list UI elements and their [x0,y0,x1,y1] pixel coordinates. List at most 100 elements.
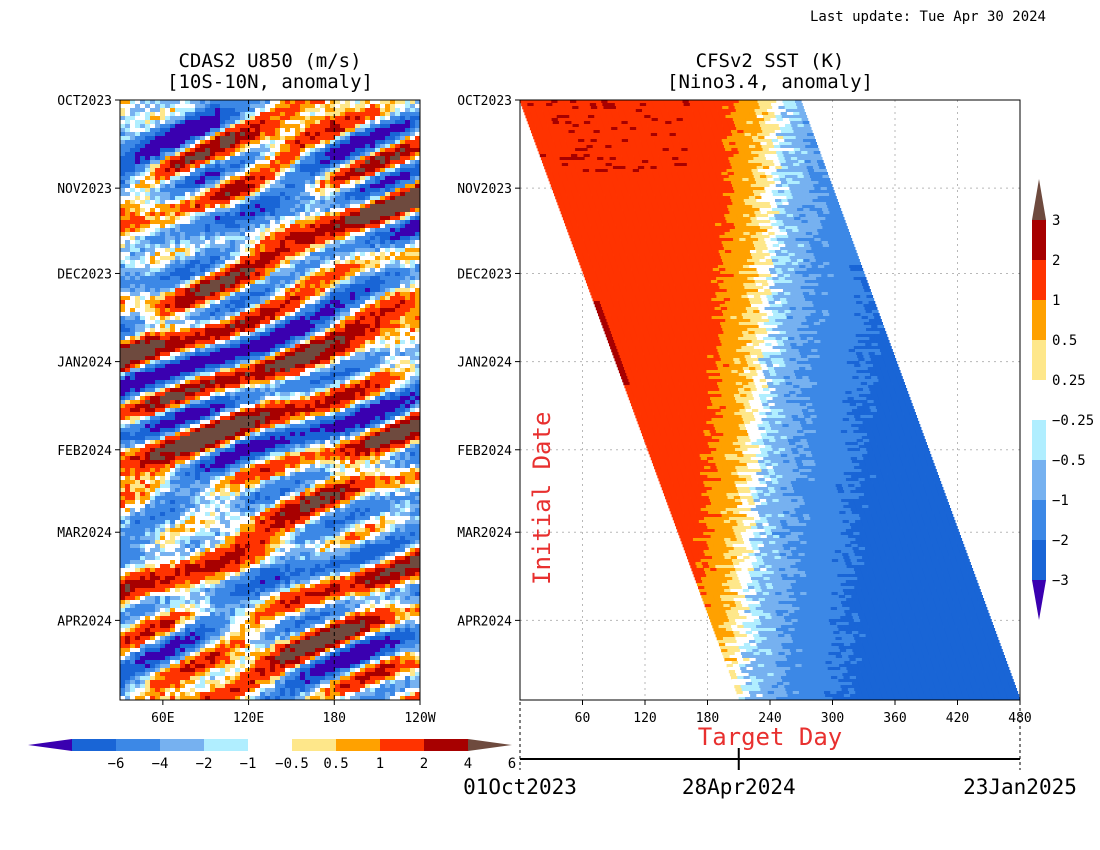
u850-cell [245,292,251,297]
u850-cell [155,240,161,245]
u850-cell [175,268,181,273]
u850-cell [225,360,231,365]
u850-cell [200,148,206,153]
u850-cell [335,132,341,137]
u850-cell [155,428,161,433]
u850-cell [180,100,186,105]
u850-cell [320,416,326,421]
u850-cell [140,124,146,129]
u850-cell [365,416,371,421]
u850-cell [355,364,361,369]
u850-cell [170,168,176,173]
u850-cell [130,168,136,173]
u850-cell [215,348,221,353]
u850-cell [135,116,141,121]
u850-cell [390,396,396,401]
u850-cell [340,228,346,233]
u850-cell [285,124,291,129]
u850-cell [400,100,406,105]
u850-cell [170,252,176,257]
u850-cell [355,304,361,309]
u850-cell [225,364,231,369]
u850-cell [335,160,341,165]
u850-cell [175,292,181,297]
u850-cell [225,340,231,345]
u850-cell [300,412,306,417]
u850-cell [190,228,196,233]
u850-cell [145,256,151,261]
u850-cell [130,260,136,265]
u850-cell [390,200,396,205]
u850-cell [405,156,411,161]
u850-cell [135,244,141,249]
u850-cell [370,112,376,117]
u850-cell [275,240,281,245]
u850-cell [340,304,346,309]
u850-cell [330,152,336,157]
u850-cell [305,252,311,257]
u850-cell [390,276,396,281]
u850-cell [140,132,146,137]
u850-cell [335,428,341,433]
u850-cell [285,128,291,133]
u850-cell [290,328,296,333]
u850-cell [295,180,301,185]
u850-cell [330,168,336,173]
u850-cell [370,292,376,297]
u850-cell [390,392,396,397]
u850-cell [145,376,151,381]
u850-cell [340,192,346,197]
u850-cell [385,208,391,213]
u850-cell [400,156,406,161]
u850-cell [160,116,166,121]
u850-cell [240,136,246,141]
u850-cell [335,324,341,329]
u850-cell [410,192,416,197]
u850-cell [295,188,301,193]
u850-cell [225,248,231,253]
u850-cell [395,376,401,381]
u850-cell [320,292,326,297]
u850-cell [205,184,211,189]
u850-cell [130,376,136,381]
u850-cell [330,264,336,269]
u850-cell [250,320,256,325]
u850-cell [285,112,291,117]
u850-cell [370,260,376,265]
u850-cell [360,332,366,337]
u850-cell [215,116,221,121]
u850-cell [340,404,346,409]
u850-cell [245,324,251,329]
u850-cell [295,132,301,137]
u850-cell [230,352,236,357]
u850-cell [180,164,186,169]
u850-cell [240,236,246,241]
u850-cell [395,384,401,389]
u850-cell [280,216,286,221]
u850-cell [410,328,416,333]
u850-cell [215,132,221,137]
u850-cell [295,300,301,305]
u850-cell [255,228,261,233]
u850-cell [380,420,386,425]
u850-cell [320,392,326,397]
u850-cell [185,392,191,397]
u850-cell [140,260,146,265]
u850-cell [135,372,141,377]
u850-cell [275,280,281,285]
u850-cell [260,256,266,261]
u850-cell [370,156,376,161]
u850-cell [415,296,420,301]
u850-cell [405,144,411,149]
u850-cell [355,232,361,237]
u850-cell [370,144,376,149]
u850-cell [210,112,216,117]
u850-cell [280,172,286,177]
u850-cell [230,408,236,413]
u850-cell [150,332,156,337]
u850-cell [365,392,371,397]
u850-cell [130,280,136,285]
u850-cell [185,268,191,273]
u850-cell [380,136,386,141]
u850-cell [250,116,256,121]
